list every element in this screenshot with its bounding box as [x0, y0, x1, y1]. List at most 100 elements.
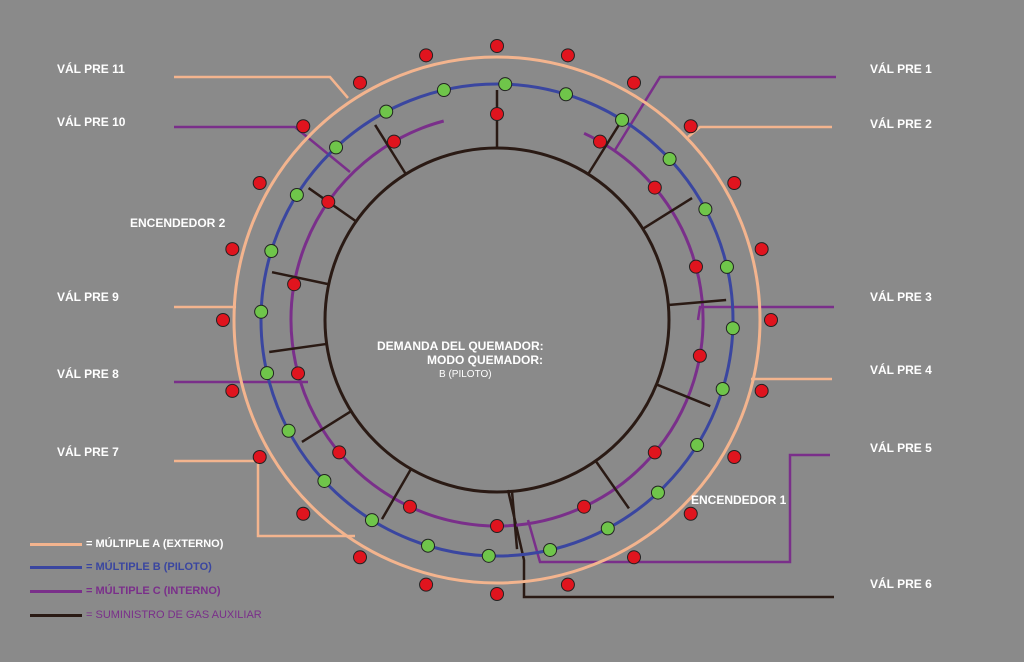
valve-feed-lines [174, 75, 836, 599]
node-red-outer [754, 383, 769, 398]
igniter-label-2: ENCENDEDOR 2 [130, 216, 226, 230]
node-red-inner [647, 445, 662, 460]
node-red-outer [225, 383, 240, 398]
node-red-outer [560, 577, 575, 592]
node-red-inner [490, 519, 504, 533]
node-red-outer [683, 119, 698, 134]
aux-gas-spokes [269, 90, 727, 550]
legend-label: = SUMINISTRO DE GAS AUXILIAR [86, 609, 262, 621]
valve-label-9: VÁL PRE 9 [57, 290, 119, 304]
valve-label-2: VÁL PRE 2 [870, 117, 932, 131]
node-red-outer [353, 550, 367, 565]
node-green-middle [481, 548, 496, 563]
aux-gas-spoke [380, 468, 413, 520]
aux-gas-spoke [656, 383, 711, 408]
node-green-middle [698, 202, 713, 217]
node-red-inner [321, 194, 336, 209]
valve-label-1: VÁL PRE 1 [870, 62, 932, 76]
node-green-middle [600, 521, 615, 536]
node-red-outer [727, 176, 742, 190]
aux-gas-spoke [594, 460, 630, 510]
aux-gas-spoke [271, 270, 330, 286]
aux-gas-ring [323, 146, 671, 494]
feed-line-valve-7 [174, 459, 355, 538]
node-red-outer [727, 450, 742, 464]
node-red-outer [754, 242, 769, 257]
node-red-outer [490, 587, 504, 601]
node-green-middle [725, 321, 740, 336]
valve-label-7: VÁL PRE 7 [57, 445, 119, 459]
aux-gas-spoke [668, 298, 727, 307]
legend-swatch [30, 542, 82, 546]
node-red-outer [627, 550, 641, 565]
node-red-outer [296, 506, 311, 521]
node-green-middle [421, 538, 436, 553]
node-green-middle [498, 77, 513, 92]
node-red-inner [577, 499, 592, 514]
aux-gas-spoke [374, 124, 407, 175]
valve-label-3: VÁL PRE 3 [870, 290, 932, 304]
node-red-outer [764, 313, 778, 327]
legend-item-aux-gas: = SUMINISTRO DE GAS AUXILIAR [30, 607, 262, 623]
node-green-middle [254, 304, 269, 319]
node-green-middle [264, 244, 279, 259]
legend-swatch [30, 613, 82, 617]
aux-gas-spoke [269, 342, 327, 354]
node-red-inner [387, 134, 401, 149]
node-green-middle [379, 104, 394, 119]
feed-line-valve-11 [174, 75, 349, 99]
node-green-middle [719, 259, 734, 274]
node-green-middle [289, 187, 304, 202]
node-red-outer [353, 75, 367, 90]
feed-line-valve-10 [174, 125, 351, 173]
valve-label-10: VÁL PRE 10 [57, 115, 126, 129]
node-red-inner [490, 107, 504, 121]
node-green-middle [558, 87, 573, 102]
node-red-outer [560, 48, 575, 63]
valve-label-11: VÁL PRE 11 [57, 62, 125, 76]
legend-item-manifold-c: = MÚLTIPLE C (INTERNO) [30, 583, 221, 599]
node-green-middle [690, 438, 705, 453]
node-red-outer [296, 119, 311, 134]
node-red-inner [593, 134, 607, 149]
legend-item-manifold-a: = MÚLTIPLE A (EXTERNO) [30, 536, 223, 552]
node-green-middle [662, 152, 677, 167]
node-green-middle [650, 485, 665, 500]
legend-label: = MÚLTIPLE A (EXTERNO) [86, 538, 224, 550]
legend-item-manifold-b: = MÚLTIPLE B (PILOTO) [30, 559, 212, 575]
node-red-outer [419, 48, 434, 63]
valve-label-4: VÁL PRE 4 [870, 363, 932, 377]
node-red-inner [402, 499, 417, 514]
feed-line-valve-5 [526, 453, 830, 564]
node-red-inner [647, 180, 662, 195]
node-red-inner [692, 348, 707, 363]
node-red-inner [332, 445, 347, 460]
aux-gas-spoke [301, 410, 352, 443]
node-green-middle [543, 542, 558, 557]
node-red-outer [225, 242, 240, 257]
node-red-outer [490, 39, 504, 53]
node-red-inner [291, 366, 306, 381]
valve-label-6: VÁL PRE 6 [870, 577, 932, 591]
feed-line-valve-3 [696, 305, 834, 321]
igniter-label-1: ENCENDEDOR 1 [691, 493, 787, 507]
aux-gas-spoke [510, 491, 519, 550]
node-green-middle [260, 366, 275, 381]
node-red-outer [252, 450, 267, 464]
valve-label-5: VÁL PRE 5 [870, 441, 932, 455]
node-red-outer [419, 577, 434, 592]
manifold-c-ring [289, 119, 705, 528]
node-red-outer [216, 313, 230, 327]
node-green-middle [364, 513, 379, 528]
node-red-outer [683, 506, 698, 521]
node-red-inner [287, 277, 302, 292]
legend-swatch [30, 589, 82, 593]
burner-mode-value: B (PILOTO) [439, 369, 492, 380]
feed-line-valve-2 [687, 125, 832, 138]
valve-label-8: VÁL PRE 8 [57, 367, 119, 381]
burner-mode-label: MODO QUEMADOR: [427, 353, 543, 367]
node-green-middle [715, 381, 730, 396]
node-red-inner [688, 259, 703, 274]
